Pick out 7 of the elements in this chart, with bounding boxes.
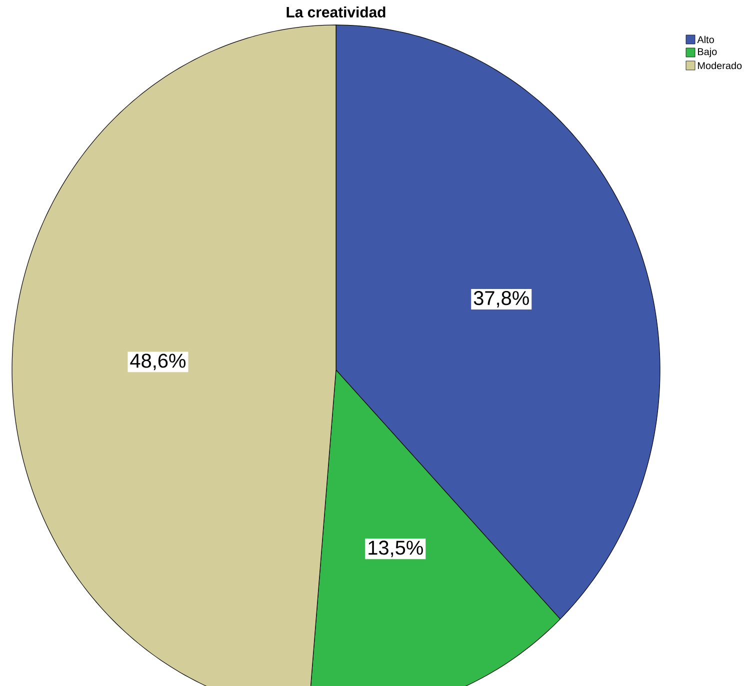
data-label: 13,5% bbox=[368, 540, 423, 558]
data-label: 48,6% bbox=[130, 354, 186, 370]
legend-label: Moderado bbox=[698, 62, 742, 70]
legend-label: Bajo bbox=[698, 48, 717, 58]
legend-label: Alto bbox=[697, 36, 714, 44]
data-label: 37,8% bbox=[474, 291, 529, 308]
chart-title: La creatividad bbox=[286, 6, 386, 18]
